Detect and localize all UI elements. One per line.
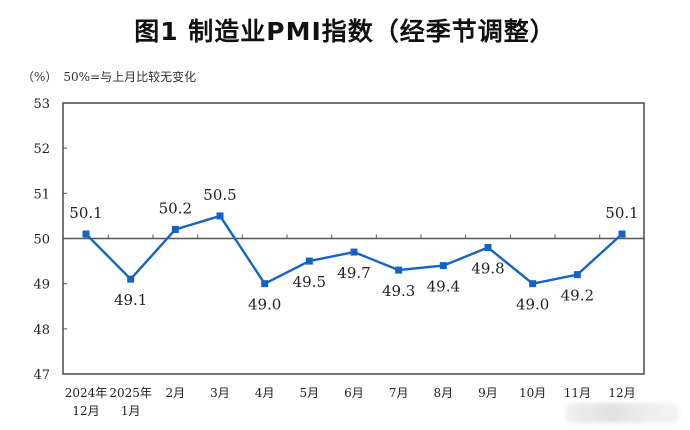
x-tick-label: 3月 — [210, 386, 230, 400]
reference-note: 50%=与上月比较无变化 — [63, 70, 197, 84]
x-tick-label: 4月 — [255, 386, 275, 400]
y-tick-label: 47 — [33, 368, 50, 383]
data-label: 49.0 — [516, 296, 549, 314]
data-point-marker — [573, 271, 581, 279]
data-point-marker — [439, 262, 447, 270]
data-point-marker — [350, 248, 358, 256]
data-labels: 50.1 49.1 50.2 50.5 49.0 49.5 49.7 49.3 49.4 49.8… — [69, 186, 638, 314]
chart-series — [82, 212, 626, 288]
data-label: 50.1 — [605, 204, 638, 222]
x-tick-label: 9月 — [478, 386, 498, 400]
data-point-marker — [82, 230, 90, 238]
data-label: 49.2 — [561, 287, 594, 305]
data-label: 50.5 — [203, 186, 236, 204]
chart-title: 图1 制造业PMI指数（经季节调整） — [134, 17, 556, 46]
x-tick-label: 2025年 1月 — [109, 386, 152, 418]
data-label: 49.5 — [293, 273, 326, 291]
y-tick-label: 50 — [33, 233, 50, 248]
x-tick-label: 6月 — [344, 386, 364, 400]
x-tick-label: 2月 — [166, 386, 186, 400]
data-label: 50.2 — [159, 199, 192, 217]
x-tick-label: 10月 — [519, 386, 546, 400]
y-tick-label: 49 — [33, 278, 50, 293]
data-point-marker — [395, 266, 403, 274]
data-point-marker — [216, 212, 224, 220]
y-axis-unit: （%） — [22, 70, 58, 84]
data-label: 49.7 — [337, 264, 370, 282]
x-tick-label: 2024年 12月 — [65, 386, 108, 418]
data-label: 49.0 — [248, 296, 281, 314]
watermark — [565, 403, 680, 423]
data-label: 50.1 — [69, 204, 102, 222]
y-tick-label: 52 — [33, 142, 50, 157]
data-point-marker — [261, 280, 269, 288]
x-tick-label: 8月 — [434, 386, 454, 400]
y-tick-label: 48 — [33, 323, 50, 338]
x-tick-label: 12月 — [608, 386, 635, 400]
data-label: 49.3 — [382, 282, 415, 300]
y-tick-label: 51 — [33, 187, 50, 202]
data-point-marker — [618, 230, 626, 238]
x-tick-label: 7月 — [389, 386, 409, 400]
data-point-marker — [127, 275, 135, 283]
data-point-marker — [305, 257, 313, 265]
data-label: 49.1 — [114, 291, 147, 309]
data-label: 49.4 — [427, 278, 460, 296]
data-point-marker — [484, 244, 492, 252]
x-tick-label: 11月 — [564, 386, 591, 400]
y-tick-label: 53 — [33, 97, 50, 112]
x-tick-label: 5月 — [300, 386, 320, 400]
data-point-marker — [529, 280, 537, 288]
chart-subtitle: （%） 50%=与上月比较无变化 — [22, 68, 196, 85]
data-point-marker — [171, 225, 179, 233]
data-label: 49.8 — [471, 260, 504, 278]
